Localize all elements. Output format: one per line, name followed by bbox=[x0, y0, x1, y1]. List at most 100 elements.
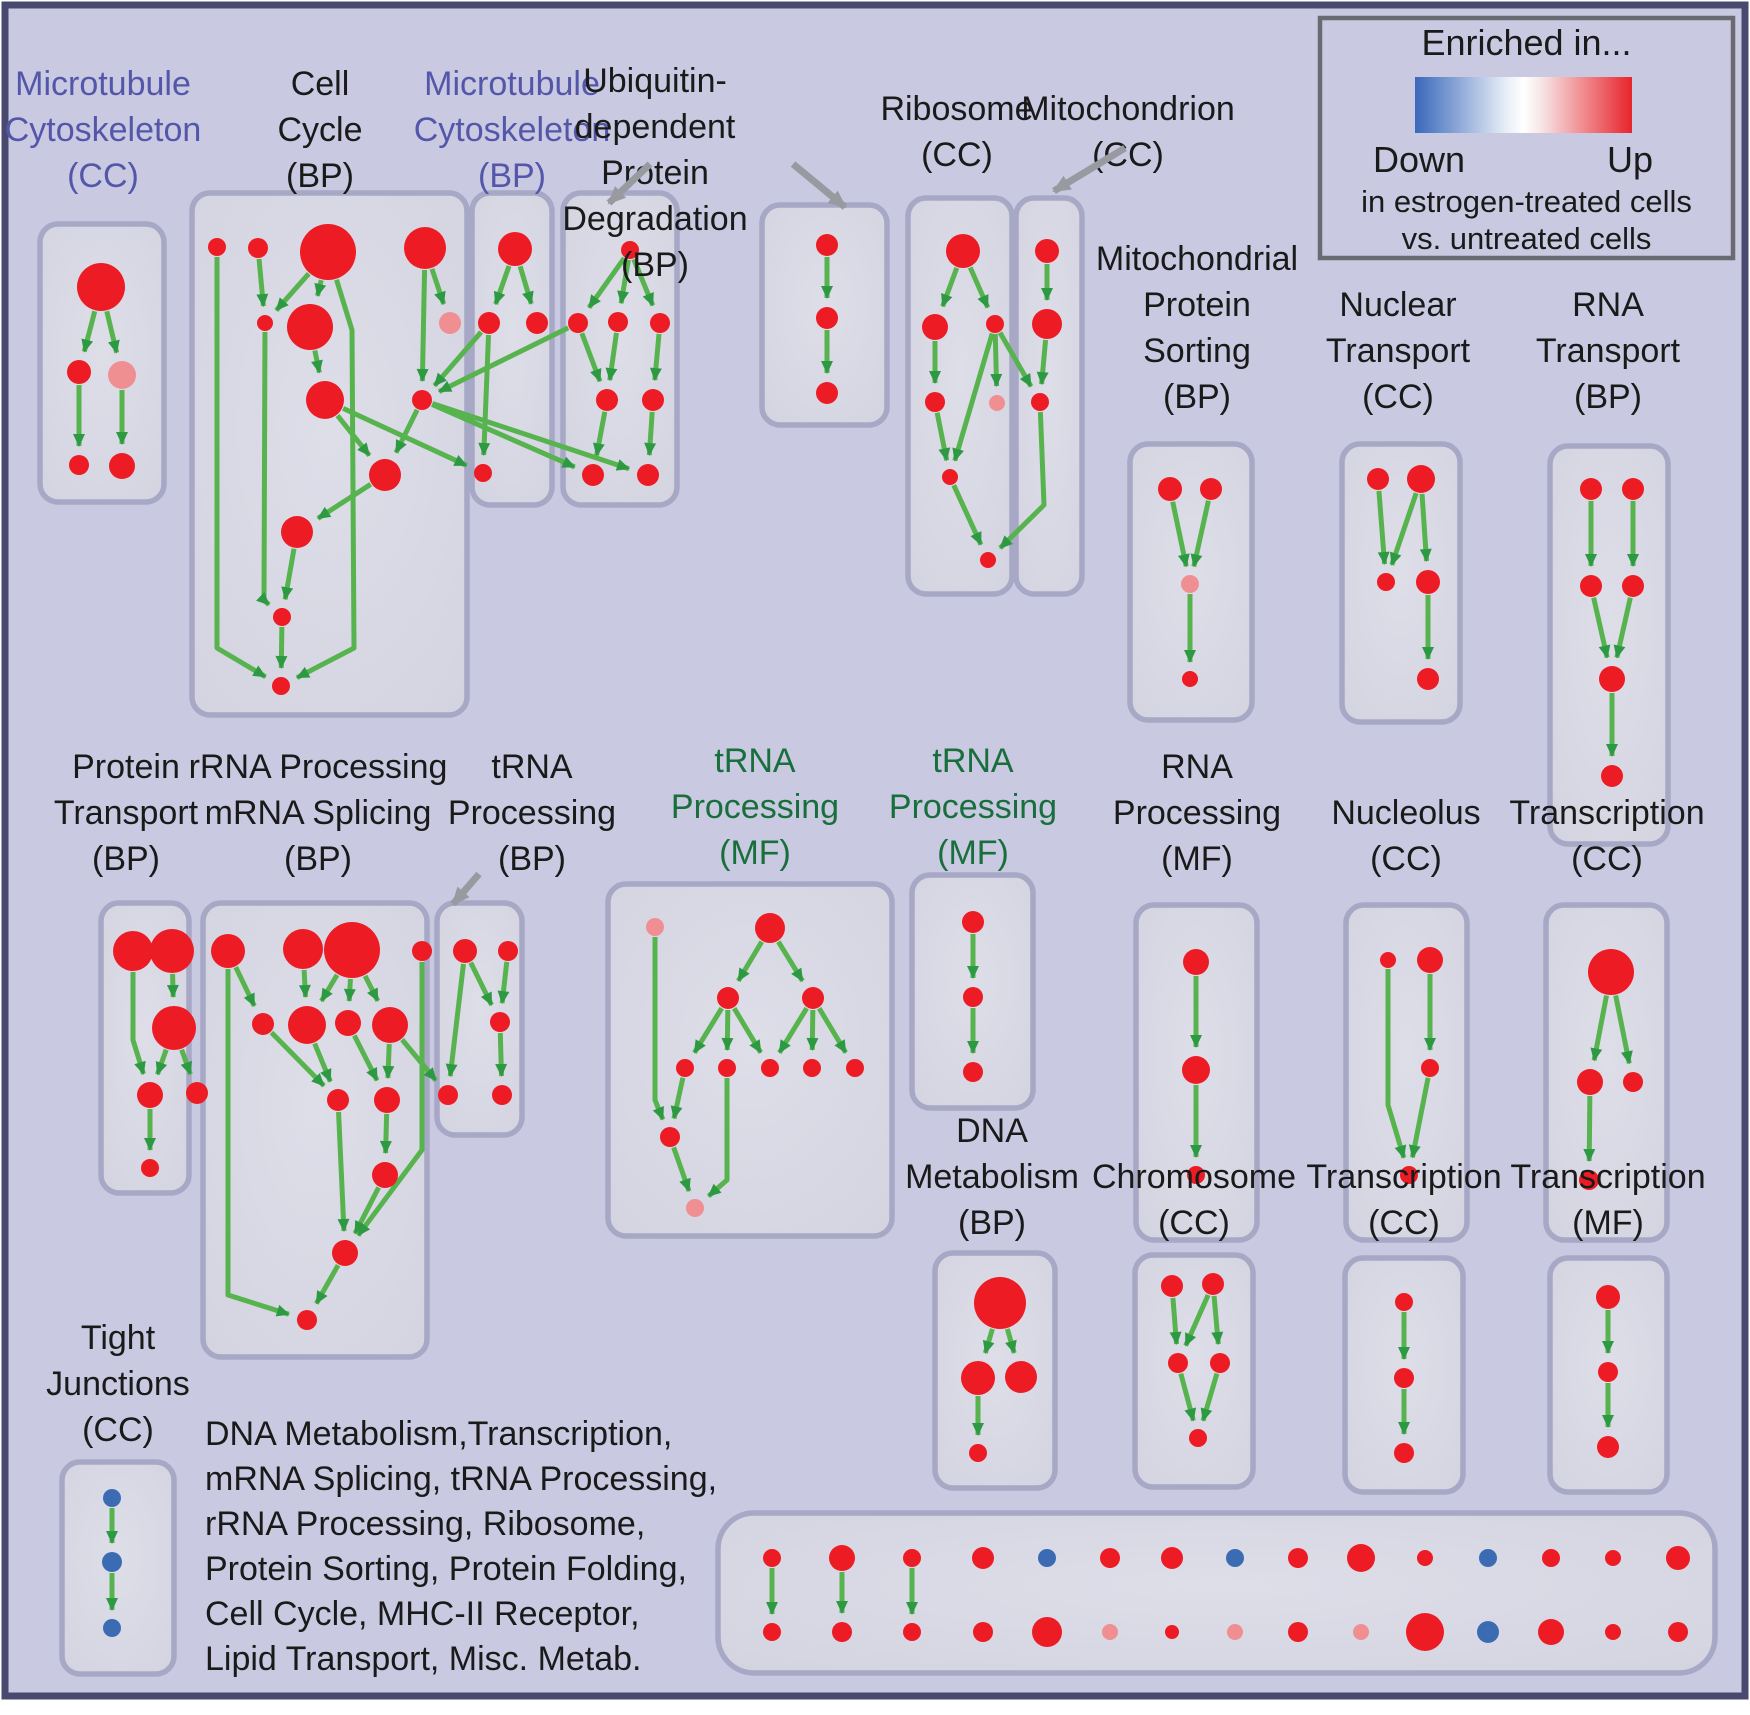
go-term-node bbox=[1288, 1548, 1308, 1568]
edge-arrow bbox=[225, 969, 290, 1317]
go-term-node bbox=[372, 1007, 408, 1043]
go-term-node bbox=[300, 224, 356, 280]
uncategorized-terms-note: rRNA Processing, Ribosome, bbox=[205, 1505, 645, 1543]
go-term-node bbox=[369, 459, 401, 491]
cluster-label-dna-metabolism-bp: DNA bbox=[956, 1112, 1028, 1150]
cluster-label-mitochondrial-protein-sorting-bp: (BP) bbox=[1163, 378, 1231, 416]
go-term-node bbox=[1588, 949, 1634, 995]
cluster-box-transcription-cc-row2 bbox=[1543, 902, 1670, 1243]
cluster-label-mitochondrial-protein-sorting-bp: Mitochondrial bbox=[1096, 240, 1298, 278]
edge-arrow bbox=[314, 1263, 341, 1305]
go-term-node bbox=[1479, 1549, 1497, 1567]
go-term-node bbox=[961, 1361, 995, 1395]
edge-arrow bbox=[393, 408, 420, 454]
edge-arrow bbox=[81, 310, 98, 353]
go-term-node bbox=[1035, 239, 1059, 263]
go-term-node bbox=[1200, 478, 1222, 500]
go-term-node bbox=[438, 1085, 458, 1105]
edge-arrow bbox=[1389, 492, 1419, 566]
go-term-node bbox=[1599, 666, 1625, 692]
edge-arrow bbox=[275, 626, 288, 670]
cluster-label-trna-processing-bp: (BP) bbox=[498, 840, 566, 878]
go-term-node bbox=[1288, 1622, 1308, 1642]
go-term-node bbox=[1168, 1353, 1188, 1373]
go-term-node bbox=[137, 1082, 163, 1108]
go-term-node bbox=[1605, 1550, 1621, 1566]
cluster-label-ubiquitin-dependent-protein-degradation-bp: Ubiquitin- bbox=[583, 62, 727, 100]
go-term-node bbox=[637, 464, 659, 486]
cluster-label-mitochondrion-cc: (CC) bbox=[1092, 136, 1164, 174]
go-term-node bbox=[474, 464, 492, 482]
go-term-node bbox=[1601, 765, 1623, 787]
edge-arrow bbox=[732, 1007, 763, 1054]
cluster-label-transcription-cc-row2: Transcription bbox=[1509, 794, 1704, 832]
edge-arrow bbox=[776, 940, 805, 983]
go-term-node bbox=[973, 1622, 993, 1642]
go-term-node bbox=[1165, 1625, 1179, 1639]
go-term-node bbox=[273, 608, 291, 626]
uncategorized-terms-note: Lipid Transport, Misc. Metab. bbox=[205, 1640, 642, 1678]
go-term-node bbox=[453, 939, 477, 963]
cluster-label-trna-processing-mf-2: Processing bbox=[889, 788, 1057, 826]
edge-arrow bbox=[1583, 1095, 1596, 1163]
go-term-node bbox=[1189, 1429, 1207, 1447]
go-term-node bbox=[1622, 575, 1644, 597]
legend: Enriched in... Down Up in estrogen-treated … bbox=[1317, 15, 1736, 261]
edge-arrow bbox=[342, 406, 468, 468]
edge-arrow bbox=[269, 1030, 326, 1088]
edge-arrow bbox=[777, 1006, 809, 1054]
go-term-node bbox=[1577, 1069, 1603, 1095]
cluster-label-protein-transport-bp: Protein bbox=[72, 748, 180, 786]
cluster-label-nucleolus-cc: (CC) bbox=[1370, 840, 1442, 878]
edge-arrow bbox=[817, 1007, 848, 1054]
go-term-node bbox=[1347, 1544, 1375, 1572]
cluster-box-dna-metabolism-bp bbox=[932, 1250, 1058, 1491]
go-term-node bbox=[186, 1082, 208, 1104]
go-term-node bbox=[980, 552, 996, 568]
cluster-label-trna-processing-mf-1: (MF) bbox=[719, 834, 791, 872]
cluster-label-trna-processing-mf-2: tRNA bbox=[932, 742, 1014, 780]
go-term-node bbox=[676, 1059, 694, 1077]
edge-arrow bbox=[1613, 597, 1633, 659]
edge-arrow bbox=[233, 966, 257, 1008]
edge-arrow bbox=[432, 330, 484, 388]
go-term-node bbox=[103, 1619, 121, 1637]
edge-arrow bbox=[295, 278, 357, 680]
go-term-node bbox=[113, 931, 153, 971]
go-term-node bbox=[1580, 478, 1602, 500]
go-term-node bbox=[1380, 952, 1396, 968]
go-term-node bbox=[1542, 1549, 1560, 1567]
cluster-label-transcription-mf: (MF) bbox=[1572, 1204, 1644, 1242]
go-term-node bbox=[1421, 1059, 1439, 1077]
go-term-node bbox=[596, 389, 618, 411]
edge-arrow bbox=[319, 973, 340, 1003]
go-term-node bbox=[1417, 947, 1443, 973]
go-term-node bbox=[1210, 1353, 1230, 1373]
go-term-node bbox=[646, 918, 664, 936]
go-term-node bbox=[1416, 570, 1440, 594]
go-term-node bbox=[582, 464, 604, 486]
cluster-label-chromosome-cc: (CC) bbox=[1158, 1204, 1230, 1242]
go-term-node bbox=[946, 234, 980, 268]
cluster-label-ubiquitin-dependent-protein-degradation-bp: Degradation bbox=[562, 200, 747, 238]
cluster-label-ubiquitin-dependent-protein-degradation-bp: Protein bbox=[601, 154, 709, 192]
legend-subtitle-line2: vs. untreated cells bbox=[1402, 221, 1652, 256]
go-term-node bbox=[718, 1059, 736, 1077]
legend-up-label: Up bbox=[1607, 139, 1653, 180]
edge-arrow bbox=[155, 1048, 169, 1076]
edge-arrow bbox=[478, 334, 492, 457]
go-term-node bbox=[404, 227, 446, 269]
edge-arrow bbox=[429, 268, 447, 305]
go-term-node bbox=[1161, 1275, 1183, 1297]
go-term-node bbox=[1538, 1619, 1564, 1645]
cluster-box-nucleolus-cc bbox=[1343, 902, 1470, 1243]
cluster-label-tight-junctions-cc: (CC) bbox=[82, 1411, 154, 1449]
cluster-label-microtubule-cytoskeleton-bp: Microtubule bbox=[424, 65, 600, 103]
go-term-node bbox=[283, 929, 323, 969]
go-term-node bbox=[922, 314, 948, 340]
go-term-node bbox=[297, 1310, 317, 1330]
go-term-node bbox=[103, 1489, 121, 1507]
edge-arrow bbox=[356, 962, 425, 1237]
go-term-node bbox=[526, 312, 548, 334]
go-term-node bbox=[1100, 1548, 1120, 1568]
